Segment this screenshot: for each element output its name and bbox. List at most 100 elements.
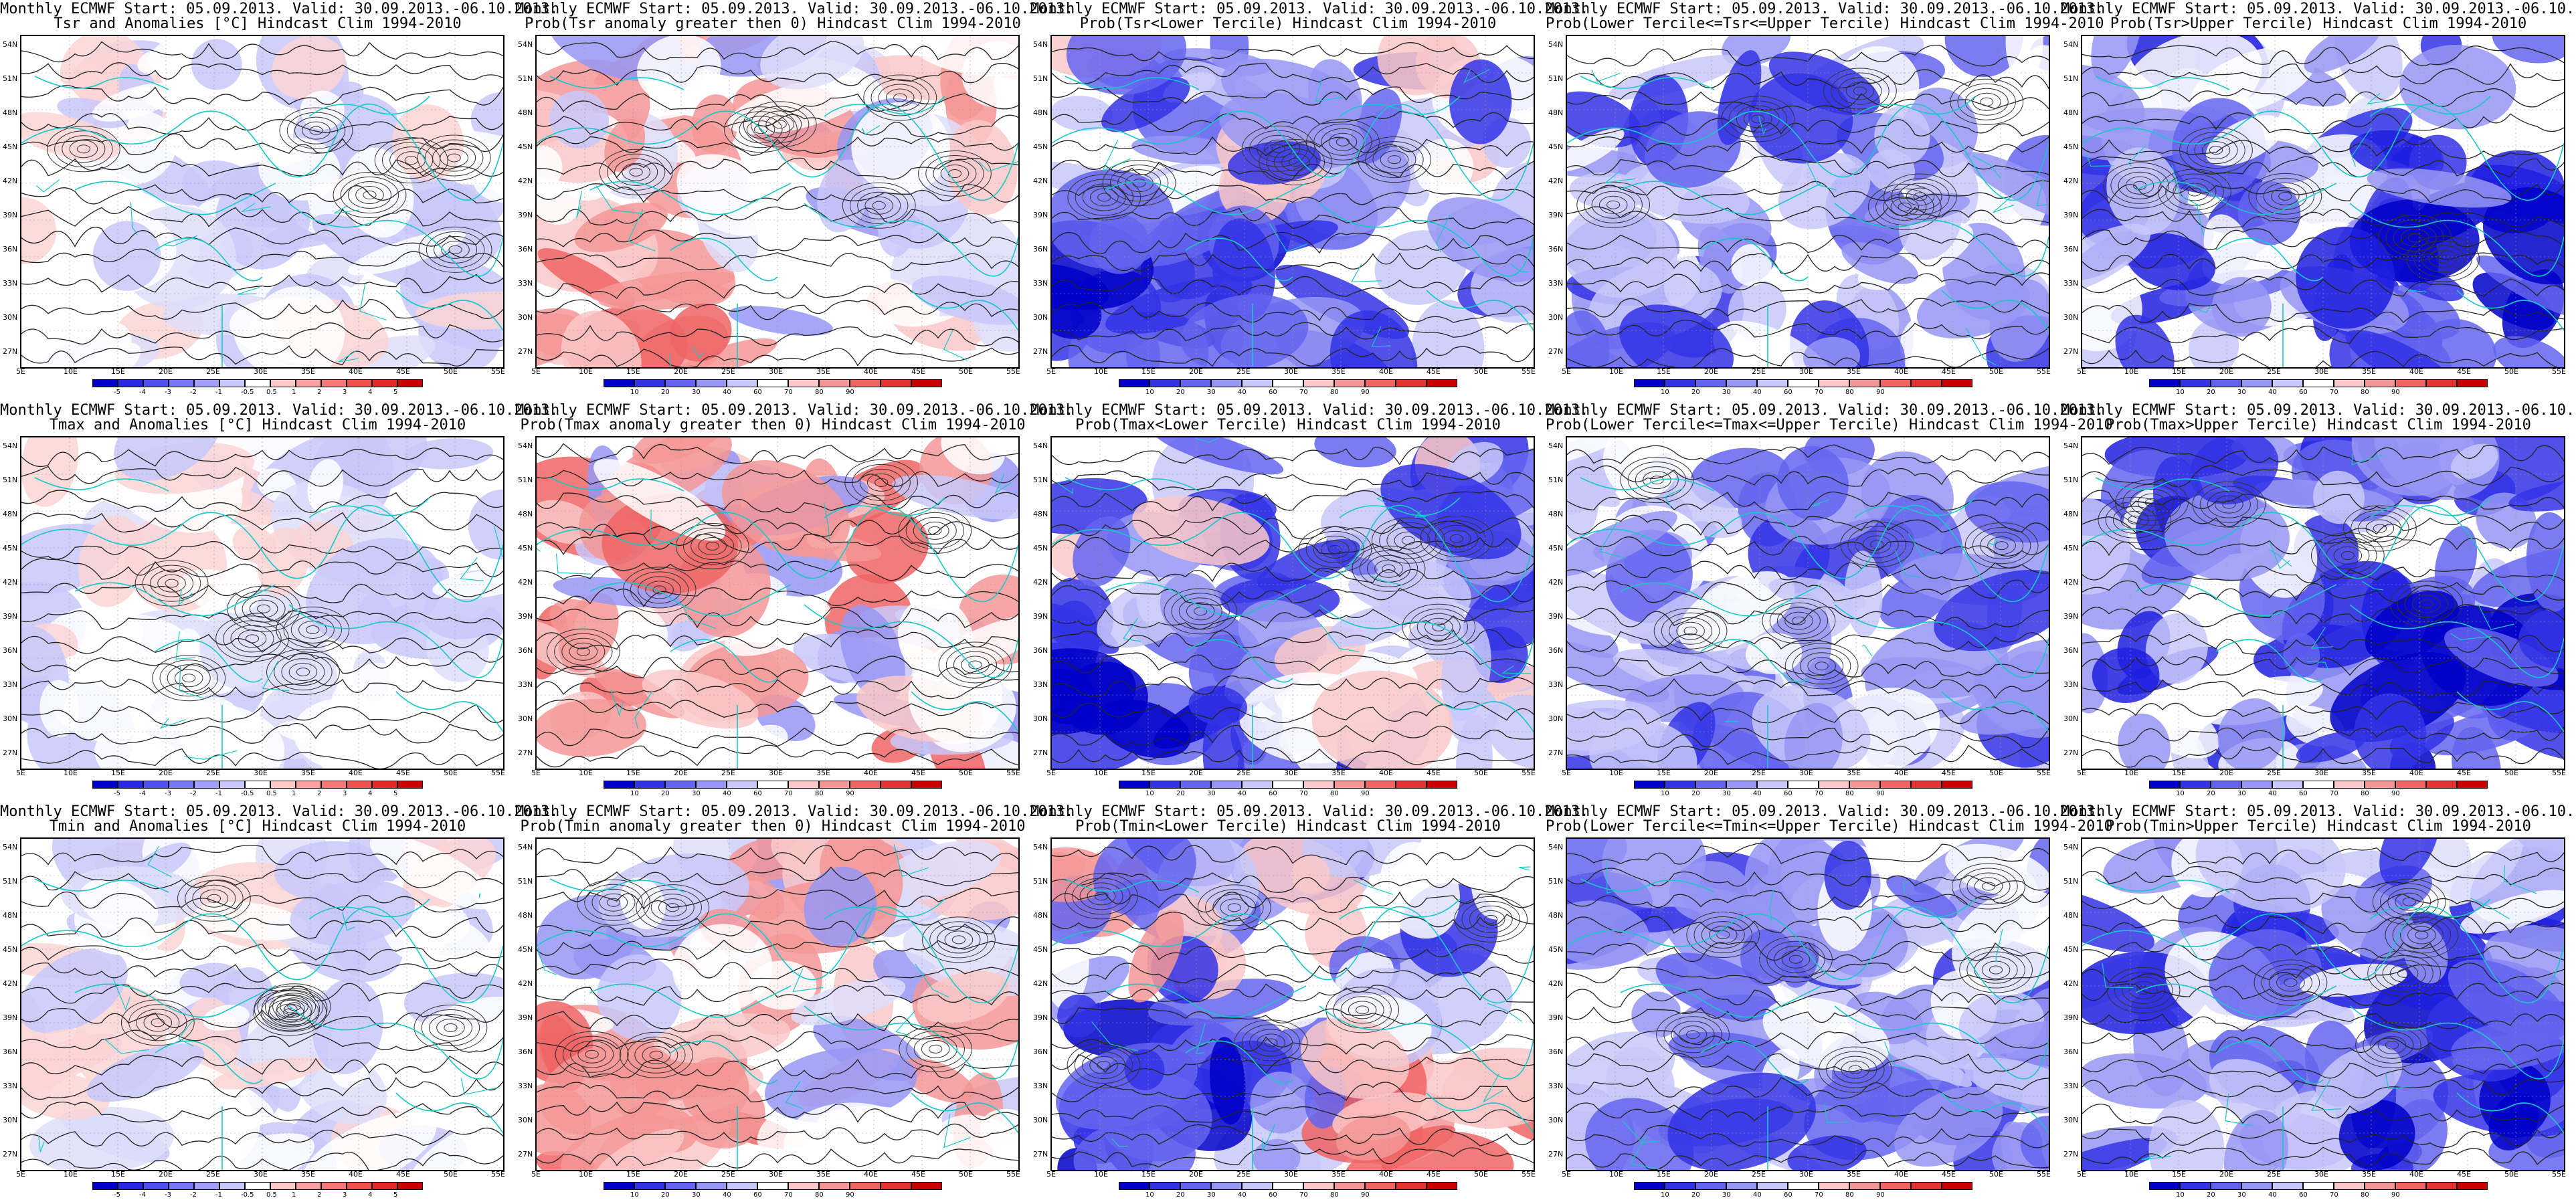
- colorbar-swatch: [2365, 1182, 2395, 1190]
- longitude-label: 40E: [1894, 1170, 1908, 1179]
- colorbar-swatch: [788, 781, 819, 789]
- longitude-label: 50E: [2504, 769, 2518, 777]
- colorbar-tick-label: 60: [753, 389, 762, 396]
- longitude-label: 5E: [531, 1170, 541, 1179]
- latitude-label: 30N: [2063, 313, 2079, 322]
- forecast-map: [1566, 837, 2050, 1171]
- longitude-label: 45E: [1942, 769, 1956, 777]
- latitude-label: 51N: [518, 74, 533, 83]
- colorbar-swatch: [850, 781, 881, 789]
- colorbar-tick-label: 30: [1722, 389, 1731, 396]
- longitude-label: 15E: [111, 769, 125, 777]
- colorbar-swatch: [819, 1182, 850, 1190]
- longitude-label: 5E: [1562, 1170, 1571, 1179]
- forecast-map: [2081, 35, 2565, 369]
- colorbar-tick-label: 1: [292, 389, 296, 396]
- longitude-label: 5E: [531, 769, 541, 777]
- longitude-label: 20E: [1189, 769, 1203, 777]
- probability-colorbar: 10 20 30 40 60 70 80 90: [604, 379, 942, 396]
- map-field: [21, 36, 503, 367]
- longitude-label: 50E: [1989, 367, 2003, 376]
- colorbar-swatch: [1665, 781, 1695, 789]
- longitude-label: 10E: [64, 769, 78, 777]
- longitude-label: 5E: [2077, 769, 2086, 777]
- colorbar-swatch: [1849, 781, 1880, 789]
- colorbar-swatch: [1180, 1182, 1211, 1190]
- colorbar-tick-label: -5: [114, 1191, 120, 1199]
- colorbar-swatch: [118, 1182, 143, 1190]
- colorbar-tick-label: 70: [1299, 389, 1308, 396]
- longitude-label: 45E: [911, 1170, 925, 1179]
- latitude-label: 27N: [1033, 1150, 1048, 1159]
- colorbar-tick-label: 30: [1722, 1191, 1731, 1199]
- latitude-label: 33N: [1033, 680, 1048, 689]
- latitude-label: 39N: [3, 1013, 18, 1022]
- colorbar-swatch: [1119, 1182, 1149, 1190]
- colorbar-swatch: [245, 379, 270, 387]
- colorbar-tick-label: -0.5: [241, 1191, 254, 1199]
- latitude-label: 48N: [3, 510, 18, 518]
- longitude-label: 35E: [816, 367, 830, 376]
- longitude-label: 35E: [1847, 769, 1861, 777]
- colorbar-swatch: [1180, 379, 1211, 387]
- longitude-label: 45E: [911, 367, 925, 376]
- colorbar-swatch: [169, 1182, 194, 1190]
- longitude-label: 55E: [2037, 1170, 2051, 1179]
- colorbar-tick-label: 5: [393, 790, 398, 797]
- latitude-label: 51N: [1548, 877, 1564, 886]
- latitude-label: 39N: [1033, 612, 1048, 621]
- longitude-label: 40E: [349, 1170, 363, 1179]
- latitude-label: 48N: [2063, 108, 2079, 117]
- longitude-label: 50E: [444, 367, 458, 376]
- panel-title-line2: Prob(Tmax<Lower Tercile) Hindcast Clim 1…: [1075, 417, 1501, 433]
- colorbar-tick-label: 90: [846, 790, 854, 797]
- latitude-label: 30N: [3, 1116, 18, 1124]
- colorbar-swatch: [1211, 1182, 1242, 1190]
- latitude-label: 36N: [1548, 245, 1564, 254]
- latitude-label: 54N: [1033, 441, 1048, 450]
- colorbar-swatch: [727, 781, 757, 789]
- longitude-label: 30E: [254, 367, 268, 376]
- latitude-label: 27N: [518, 1150, 533, 1159]
- longitude-label: 10E: [579, 367, 593, 376]
- longitude-label: 15E: [1657, 1170, 1671, 1179]
- colorbar-tick-label: 20: [1176, 1191, 1185, 1199]
- colorbar-tick-label: 10: [630, 1191, 639, 1199]
- colorbar-swatch: [2180, 781, 2211, 789]
- latitude-label: 33N: [3, 279, 18, 288]
- colorbar-swatch: [757, 379, 788, 387]
- forecast-map: [2081, 436, 2565, 770]
- longitude-label: 20E: [2219, 769, 2233, 777]
- longitude-label: 25E: [1752, 769, 1766, 777]
- colorbar-tick-label: 60: [753, 790, 762, 797]
- map-field: [2082, 437, 2564, 769]
- latitude-label: 36N: [3, 245, 18, 254]
- forecast-map: [1566, 436, 2050, 770]
- latitude-label: 51N: [518, 476, 533, 484]
- longitude-label: 25E: [721, 1170, 735, 1179]
- longitude-label: 15E: [626, 367, 640, 376]
- colorbar-tick-label: 80: [1845, 389, 1854, 396]
- colorbar-swatch: [270, 379, 296, 387]
- colorbar-swatch: [2365, 379, 2395, 387]
- forecast-map: [535, 35, 1020, 369]
- panel-title-line1: Monthly ECMWF Start: 05.09.2013. Valid: …: [2061, 803, 2576, 820]
- colorbar-swatch: [270, 1182, 296, 1190]
- latitude-label: 45N: [2063, 544, 2079, 553]
- colorbar-swatch: [194, 781, 219, 789]
- colorbar-swatch: [665, 781, 696, 789]
- longitude-label: 50E: [959, 367, 973, 376]
- colorbar-tick-label: 70: [784, 389, 793, 396]
- colorbar-tick-label: 70: [2330, 389, 2338, 396]
- colorbar-swatch: [347, 379, 372, 387]
- latitude-label: 30N: [3, 313, 18, 322]
- colorbar-swatch: [169, 781, 194, 789]
- colorbar-swatch: [757, 1182, 788, 1190]
- panel-title-line1: Monthly ECMWF Start: 05.09.2013. Valid: …: [1030, 803, 1589, 820]
- colorbar-swatch: [881, 379, 911, 387]
- longitude-label: 15E: [111, 367, 125, 376]
- colorbar-tick-label: -5: [114, 790, 120, 797]
- latitude-label: 33N: [1548, 279, 1564, 288]
- colorbar-tick-label: 90: [1876, 389, 1885, 396]
- colorbar-tick-label: -1: [215, 389, 222, 396]
